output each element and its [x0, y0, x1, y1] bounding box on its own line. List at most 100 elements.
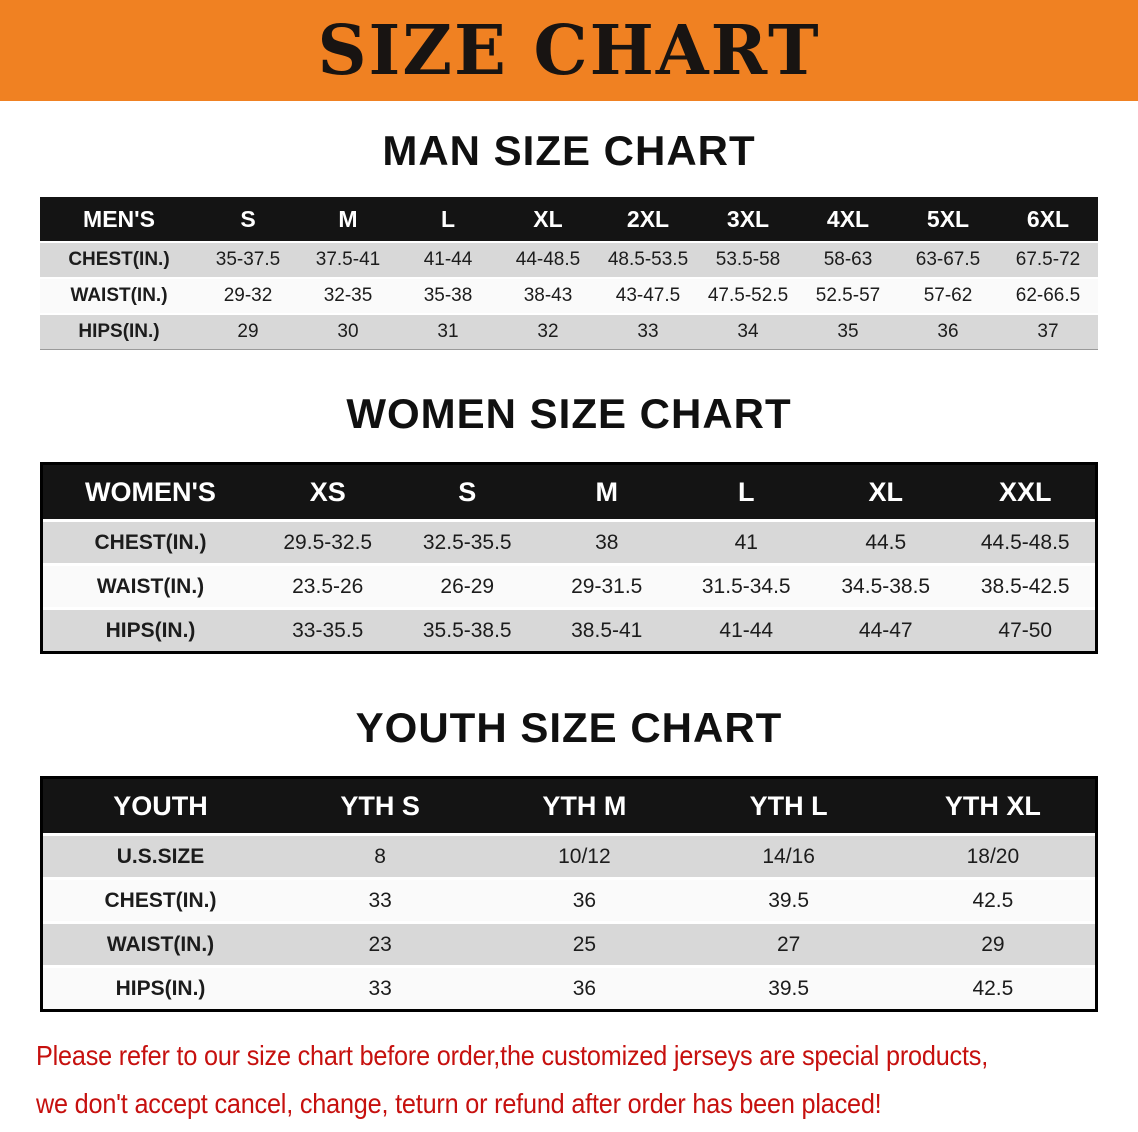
- size-value-cell: 35: [798, 315, 898, 350]
- size-value-cell: 44.5: [816, 522, 956, 566]
- size-header-cell: M: [537, 465, 677, 522]
- size-value-cell: 39.5: [686, 968, 891, 1009]
- size-header-cell: XL: [498, 197, 598, 243]
- size-value-cell: 29.5-32.5: [258, 522, 398, 566]
- size-value-cell: 47.5-52.5: [698, 279, 798, 315]
- size-header-cell: 2XL: [598, 197, 698, 243]
- size-value-cell: 52.5-57: [798, 279, 898, 315]
- size-value-cell: 38.5-41: [537, 610, 677, 651]
- size-value-cell: 36: [482, 880, 687, 924]
- size-header-cell: 5XL: [898, 197, 998, 243]
- size-header-cell: 6XL: [998, 197, 1098, 243]
- size-value-cell: 35-38: [398, 279, 498, 315]
- table-header-row: YOUTH YTH S YTH M YTH L YTH XL: [43, 779, 1095, 836]
- size-value-cell: 53.5-58: [698, 243, 798, 279]
- size-header-cell: XL: [816, 465, 956, 522]
- table-header-row: WOMEN'S XS S M L XL XXL: [43, 465, 1095, 522]
- size-value-cell: 41-44: [676, 610, 816, 651]
- size-value-cell: 41-44: [398, 243, 498, 279]
- size-value-cell: 33: [278, 968, 483, 1009]
- size-value-cell: 29-31.5: [537, 566, 677, 610]
- row-label-cell: CHEST(IN.): [43, 522, 258, 566]
- size-header-cell: L: [398, 197, 498, 243]
- youth-section-heading: YOUTH SIZE CHART: [355, 704, 783, 751]
- banner-title: SIZE CHART: [317, 10, 821, 91]
- size-value-cell: 18/20: [890, 836, 1095, 880]
- size-value-cell: 42.5: [890, 880, 1095, 924]
- size-value-cell: 35-37.5: [198, 243, 298, 279]
- size-value-cell: 23: [278, 924, 483, 968]
- size-value-cell: 33: [278, 880, 483, 924]
- size-value-cell: 27: [686, 924, 891, 968]
- size-header-cell: YTH M: [482, 779, 687, 836]
- table-row: HIPS(IN.) 33 36 39.5 42.5: [43, 968, 1095, 1009]
- size-value-cell: 33-35.5: [258, 610, 398, 651]
- size-value-cell: 33: [598, 315, 698, 350]
- women-size-table: WOMEN'S XS S M L XL XXL CHEST(IN.) 29.5-32.5 32.5…: [40, 462, 1098, 654]
- size-value-cell: 26-29: [397, 566, 537, 610]
- table-title-cell: WOMEN'S: [43, 465, 258, 522]
- size-value-cell: 42.5: [890, 968, 1095, 1009]
- table-row: CHEST(IN.) 35-37.5 37.5-41 41-44 44-48.5 48.5…: [40, 243, 1098, 279]
- size-value-cell: 32: [498, 315, 598, 350]
- disclaimer-line-1: Please refer to our size chart before or…: [36, 1040, 989, 1071]
- youth-size-table: YOUTH YTH S YTH M YTH L YTH XL U.S.SIZE 8 10/12…: [40, 776, 1098, 1012]
- table-row: WAIST(IN.) 29-32 32-35 35-38 38-43 43-47.5 47.…: [40, 279, 1098, 315]
- size-value-cell: 29: [890, 924, 1095, 968]
- youth-table-wrapper: YOUTH YTH S YTH M YTH L YTH XL U.S.SIZE 8 10/12…: [0, 776, 1138, 1012]
- table-header-row: MEN'S S M L XL 2XL 3XL 4XL 5XL 6XL: [40, 197, 1098, 243]
- row-label-cell: WAIST(IN.): [43, 566, 258, 610]
- size-value-cell: 23.5-26: [258, 566, 398, 610]
- table-row: HIPS(IN.) 29 30 31 32 33 34 35 36 37: [40, 315, 1098, 350]
- size-value-cell: 25: [482, 924, 687, 968]
- size-value-cell: 57-62: [898, 279, 998, 315]
- size-header-cell: S: [397, 465, 537, 522]
- row-label-cell: CHEST(IN.): [43, 880, 278, 924]
- table-row: CHEST(IN.) 33 36 39.5 42.5: [43, 880, 1095, 924]
- size-value-cell: 41: [676, 522, 816, 566]
- size-header-cell: YTH XL: [890, 779, 1095, 836]
- table-row: WAIST(IN.) 23.5-26 26-29 29-31.5 31.5-34.5 34…: [43, 566, 1095, 610]
- size-value-cell: 29-32: [198, 279, 298, 315]
- size-value-cell: 48.5-53.5: [598, 243, 698, 279]
- row-label-cell: HIPS(IN.): [40, 315, 198, 350]
- table-row: CHEST(IN.) 29.5-32.5 32.5-35.5 38 41 44.5 44.5…: [43, 522, 1095, 566]
- women-table-wrapper: WOMEN'S XS S M L XL XXL CHEST(IN.) 29.5-32.5 32.5…: [0, 462, 1138, 654]
- size-value-cell: 62-66.5: [998, 279, 1098, 315]
- row-label-cell: WAIST(IN.): [40, 279, 198, 315]
- size-value-cell: 38.5-42.5: [955, 566, 1095, 610]
- men-size-table: MEN'S S M L XL 2XL 3XL 4XL 5XL 6XL CHEST(IN.) 35-37…: [40, 197, 1098, 350]
- table-row: U.S.SIZE 8 10/12 14/16 18/20: [43, 836, 1095, 880]
- size-value-cell: 39.5: [686, 880, 891, 924]
- size-value-cell: 37.5-41: [298, 243, 398, 279]
- size-header-cell: XS: [258, 465, 398, 522]
- disclaimer-text: Please refer to our size chart before or…: [0, 1012, 1024, 1127]
- size-value-cell: 34.5-38.5: [816, 566, 956, 610]
- size-value-cell: 38: [537, 522, 677, 566]
- size-header-cell: M: [298, 197, 398, 243]
- size-value-cell: 34: [698, 315, 798, 350]
- size-value-cell: 35.5-38.5: [397, 610, 537, 651]
- size-value-cell: 31.5-34.5: [676, 566, 816, 610]
- table-row: WAIST(IN.) 23 25 27 29: [43, 924, 1095, 968]
- table-title-cell: MEN'S: [40, 197, 198, 243]
- size-value-cell: 38-43: [498, 279, 598, 315]
- size-value-cell: 31: [398, 315, 498, 350]
- size-value-cell: 8: [278, 836, 483, 880]
- size-value-cell: 44-47: [816, 610, 956, 651]
- size-value-cell: 36: [482, 968, 687, 1009]
- men-section-heading: MAN SIZE CHART: [382, 127, 756, 174]
- size-value-cell: 37: [998, 315, 1098, 350]
- row-label-cell: HIPS(IN.): [43, 610, 258, 651]
- size-value-cell: 67.5-72: [998, 243, 1098, 279]
- size-header-cell: 4XL: [798, 197, 898, 243]
- row-label-cell: CHEST(IN.): [40, 243, 198, 279]
- size-value-cell: 29: [198, 315, 298, 350]
- size-value-cell: 47-50: [955, 610, 1095, 651]
- women-section-heading: WOMEN SIZE CHART: [346, 390, 792, 437]
- table-row: HIPS(IN.) 33-35.5 35.5-38.5 38.5-41 41-44 44-…: [43, 610, 1095, 651]
- size-chart-banner: SIZE CHART: [0, 0, 1138, 101]
- size-value-cell: 14/16: [686, 836, 891, 880]
- disclaimer-line-2: we don't accept cancel, change, teturn o…: [36, 1087, 882, 1119]
- size-value-cell: 44.5-48.5: [955, 522, 1095, 566]
